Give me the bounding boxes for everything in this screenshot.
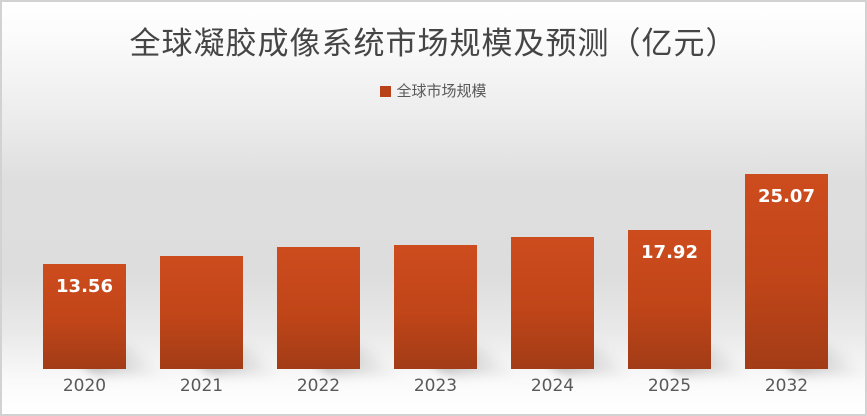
x-axis-label: 2025	[647, 376, 692, 396]
bar	[277, 247, 360, 369]
bar-group-2022	[277, 247, 395, 373]
bar	[160, 256, 243, 369]
x-axis-label: 2032	[764, 376, 809, 396]
bar-value-label: 25.07	[758, 186, 815, 207]
bar	[628, 230, 711, 369]
bar	[745, 174, 828, 369]
bar	[511, 237, 594, 369]
x-axis-label: 2020	[62, 376, 107, 396]
legend: 全球市场规模	[2, 84, 865, 99]
x-axis-label: 2021	[179, 376, 224, 396]
x-axis-label: 2023	[413, 376, 458, 396]
bar-group-2023	[394, 245, 512, 373]
chart-title: 全球凝胶成像系统市场规模及预测（亿元）	[129, 26, 738, 62]
bar-group-2032: 25.07	[745, 174, 863, 373]
bar	[394, 245, 477, 369]
bar	[43, 264, 126, 369]
legend-square-icon	[380, 86, 392, 97]
bar-value-label: 17.92	[641, 242, 698, 263]
legend-label: 全球市场规模	[396, 82, 487, 100]
x-axis-label: 2022	[296, 376, 341, 396]
bar-group-2021	[160, 256, 278, 373]
bar-group-2024	[511, 237, 629, 373]
bar-value-label: 13.56	[56, 276, 113, 297]
bar-group-2020: 13.56	[43, 264, 161, 373]
bar-group-2025: 17.92	[628, 230, 746, 373]
x-axis-label: 2024	[530, 376, 575, 396]
